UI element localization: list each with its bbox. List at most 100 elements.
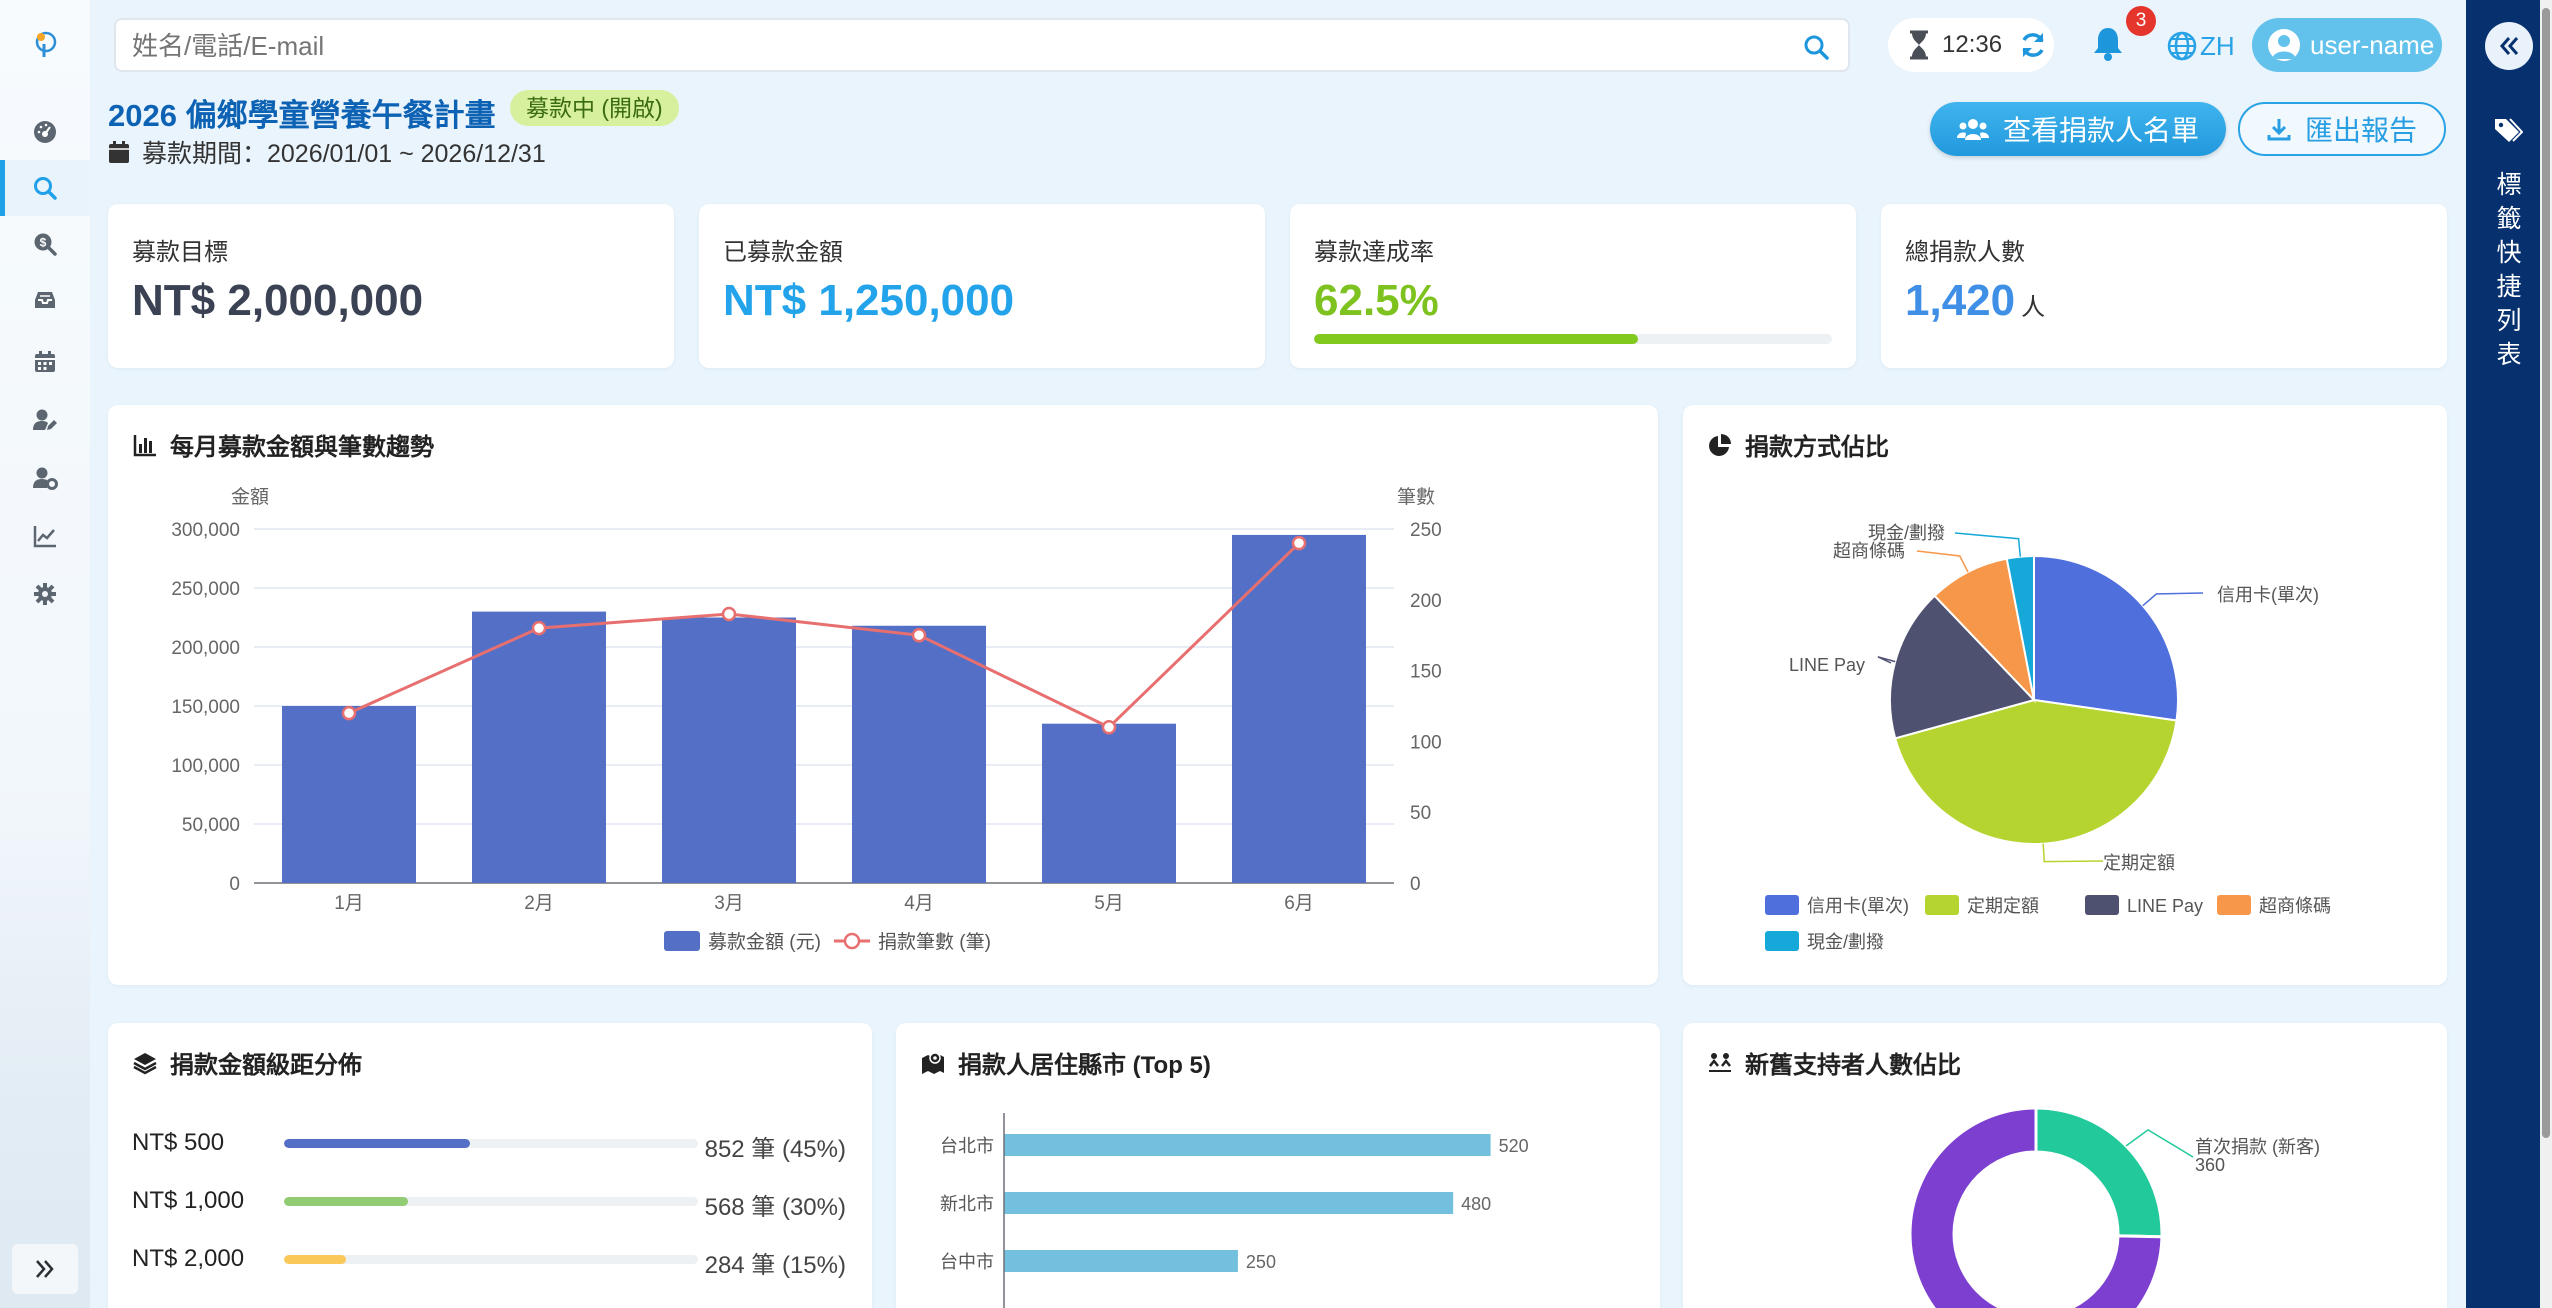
collapse-panel-button[interactable] (2485, 22, 2533, 70)
user-menu-button[interactable]: user-name (2252, 18, 2442, 72)
legend-label-2: 定期定額 (1967, 896, 2039, 916)
chevrons-right-icon (36, 1260, 54, 1278)
kpi-donors-card: 總捐款人數 1,420 人 (1881, 204, 2447, 368)
kpi-rate-progress-fill (1314, 334, 1638, 344)
tier-label: NT$ 1,000 (132, 1187, 245, 1214)
language-switcher[interactable]: ZH (2166, 26, 2235, 66)
y-tick-label: 150,000 (171, 697, 240, 718)
x-tick-label: 5月 (1094, 893, 1124, 914)
search-input[interactable] (132, 28, 1792, 64)
amount-tier-card: 捐款金額級距分佈 NT$ 500 852 筆 (45%) NT$ 1,000 568 … (108, 1023, 872, 1308)
kpi-donors-label: 總捐款人數 (1905, 239, 2025, 266)
city-bar-1 (1004, 1134, 1491, 1156)
y-tick-label: 100,000 (171, 756, 240, 777)
search-icon[interactable] (1802, 33, 1830, 61)
view-donor-list-button[interactable]: 查看捐款人名單 (1930, 102, 2226, 156)
city-value: 480 (1461, 1194, 1491, 1214)
y-tick-label: 300,000 (171, 520, 240, 541)
tier-bar-fill (284, 1139, 471, 1148)
count-point-4 (911, 627, 927, 643)
sidebar-item-dashboard[interactable] (0, 104, 90, 160)
legend-label-5: 現金/劃撥 (1807, 932, 1884, 952)
refresh-icon[interactable] (2018, 30, 2048, 60)
payment-method-title-text: 捐款方式佔比 (1745, 434, 1889, 461)
y2-tick-label: 150 (1410, 662, 1442, 683)
legend-swatch-4 (2217, 895, 2251, 915)
pie-callout-line-4 (1916, 550, 1969, 573)
language-label: ZH (2200, 30, 2235, 61)
kpi-donors-number: 1,420 (1905, 276, 2016, 325)
legend-swatch-2 (1925, 895, 1959, 915)
legend-marker-count (843, 932, 861, 950)
map-marked-icon (922, 1051, 944, 1074)
payment-method-card: 捐款方式佔比 信用卡(單次) 定期定額 LINE Pay 超商條碼 現金/劃撥 信用卡(單… (1683, 405, 2447, 985)
count-point-3 (721, 606, 737, 622)
legend-label-1: 信用卡(單次) (1807, 896, 1909, 916)
bar-1 (282, 706, 416, 883)
y-tick-label: 0 (229, 874, 240, 895)
x-tick-label: 3月 (714, 893, 744, 914)
page-scrollbar[interactable] (2540, 0, 2552, 1308)
sidebar-item-search-dollar[interactable]: $ (0, 216, 90, 272)
sidebar-item-user-settings[interactable] (0, 450, 90, 506)
app-logo-icon[interactable] (27, 24, 63, 60)
kpi-rate-card: 募款達成率 62.5% (1290, 204, 1856, 368)
y-tick-label: 50,000 (182, 815, 240, 836)
bar-6 (1232, 534, 1366, 883)
session-timer: 12:36 (1888, 18, 2054, 72)
donut-callout-label: 首次捐款 (新客) (2195, 1137, 2320, 1157)
users-icon (1956, 119, 1989, 140)
period-text: 募款期間：2026/01/01 ~ 2026/12/31 (142, 140, 546, 168)
kpi-rate-value: 62.5% (1314, 276, 1439, 325)
tier-row: NT$ 1,000 568 筆 (30%) (132, 1181, 846, 1221)
city-label: 台中市 (940, 1252, 994, 1272)
expand-sidebar-button[interactable] (12, 1244, 78, 1294)
scrollbar-thumb[interactable] (2542, 8, 2550, 1138)
left-sidebar: $ (0, 0, 90, 1308)
x-tick-label: 4月 (904, 893, 934, 914)
y2-tick-label: 200 (1410, 591, 1442, 612)
count-point-2 (531, 620, 547, 636)
tag-shortcut-title: 標籤快捷列表 (2496, 171, 2522, 369)
city-value: 520 (1499, 1136, 1529, 1156)
pie-callout-line-2 (2042, 843, 2104, 863)
user-cog-icon (33, 467, 58, 490)
sidebar-item-search[interactable] (0, 160, 90, 216)
legend-label-4: 超商條碼 (2259, 896, 2331, 916)
globe-icon (2167, 31, 2197, 61)
sidebar-item-inbox[interactable] (0, 272, 90, 328)
y-tick-label: 250,000 (171, 579, 240, 600)
view-donor-list-label: 查看捐款人名單 (2002, 115, 2199, 146)
legend-label-3: LINE Pay (2127, 896, 2203, 916)
x-tick-label: 6月 (1284, 893, 1314, 914)
y2-tick-label: 250 (1410, 520, 1442, 541)
sidebar-item-analytics[interactable] (0, 508, 90, 564)
city-bar-3 (1004, 1250, 1238, 1272)
donut-callout-line (2125, 1128, 2194, 1158)
tags-icon (2495, 118, 2523, 142)
export-report-button[interactable]: 匯出報告 (2238, 102, 2446, 156)
chevrons-left-icon (2500, 37, 2519, 55)
tier-bar-track (284, 1197, 698, 1206)
kpi-raised-card: 已募款金額 NT$ 1,250,000 (699, 204, 1265, 368)
y-axis-title-left: 金額 (231, 486, 269, 508)
settings-gear-icon (34, 583, 56, 605)
tag-shortcut-panel: 標籤快捷列表 (2466, 0, 2552, 1308)
export-report-label: 匯出報告 (2304, 115, 2417, 146)
notification-bell-icon[interactable] (2090, 24, 2126, 64)
tier-value: 852 筆 (45%) (704, 1136, 846, 1163)
sidebar-item-calendar[interactable] (0, 334, 90, 390)
people-arrows-icon (1709, 1052, 1731, 1072)
legend-swatch-amount (664, 931, 700, 951)
city-value: 250 (1246, 1252, 1276, 1272)
sidebar-item-user-edit[interactable] (0, 392, 90, 448)
pie-slice-2 (1893, 698, 2178, 845)
bar-2 (472, 611, 606, 883)
count-point-5 (1101, 719, 1117, 735)
tier-row: NT$ 500 852 筆 (45%) (132, 1123, 846, 1163)
pie-slice-1 (2033, 554, 2179, 722)
pie-callout-line-5 (1954, 532, 2022, 557)
sidebar-item-settings[interactable] (0, 566, 90, 622)
pie-callout-label-2: 定期定額 (2103, 853, 2175, 873)
